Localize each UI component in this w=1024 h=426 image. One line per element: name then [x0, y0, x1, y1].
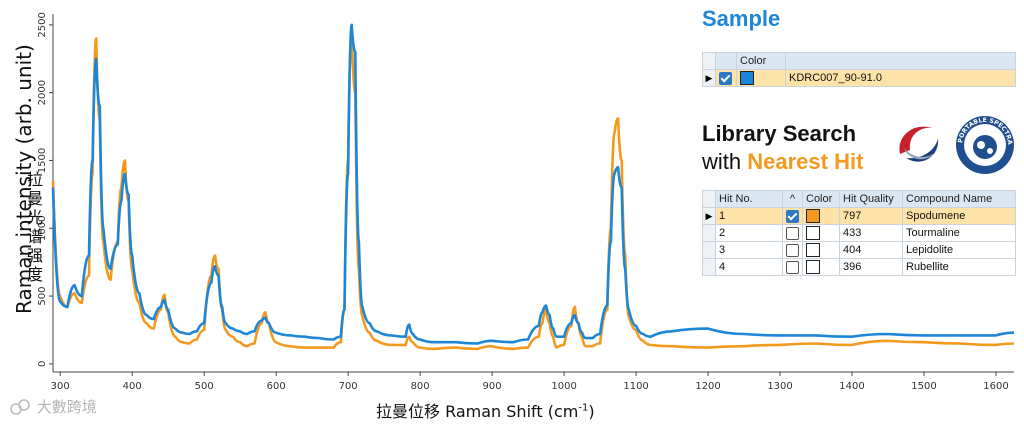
sample-title: Sample [702, 6, 781, 31]
watermark-logo-icon [10, 399, 30, 415]
y-tick-label: 500 [37, 287, 48, 306]
x-axis-label-close: ) [588, 402, 595, 421]
watermark-text: 大數跨境 [36, 398, 97, 416]
y-axis-label-chinese: 拉曼光谱强度 [26, 170, 43, 284]
row-indicator-icon: ▶ [702, 69, 716, 87]
hit-compound-name: Tourmaline [902, 224, 1016, 242]
hit-checkbox[interactable] [786, 226, 799, 240]
hit-quality: 797 [839, 207, 903, 225]
hit-number: 3 [715, 241, 783, 259]
sample-spectrum-line [51, 23, 1015, 345]
hit-color-cell [802, 241, 840, 259]
library-search-title: Library Search [702, 121, 857, 146]
sample-checkbox-cell[interactable] [715, 69, 737, 87]
y-tick-label: 2000 [37, 80, 48, 105]
x-tick-label: 300 [51, 381, 70, 392]
chart-series [51, 23, 1015, 351]
hit-color-cell [802, 224, 840, 242]
row-indicator-icon [702, 224, 716, 242]
hit-quality: 404 [839, 241, 903, 259]
x-tick-label: 600 [267, 381, 286, 392]
sample-checkbox[interactable] [719, 71, 732, 85]
watermark: 大數跨境 [10, 396, 97, 417]
hit-row[interactable]: 4 396 Rubellite [702, 258, 1016, 276]
row-indicator-icon [702, 241, 716, 259]
swoosh-logo-icon [899, 126, 939, 162]
hit-compound-name: Spodumene [902, 207, 1016, 225]
sample-row[interactable]: ▶ KDRC007_90-91.0 [702, 69, 1016, 87]
row-indicator-icon [702, 258, 716, 276]
sample-color-cell [736, 69, 786, 87]
with-text: with [702, 149, 742, 174]
hit-color-swatch [806, 243, 820, 257]
x-tick-label: 400 [123, 381, 142, 392]
hit-compound-name: Rubellite [902, 258, 1016, 276]
hit-quality: 396 [839, 258, 903, 276]
sample-table-header: Color [702, 52, 1016, 70]
hit-header-quality[interactable]: Hit Quality [839, 190, 903, 208]
nearest-hit-subtitle: with Nearest Hit [702, 148, 863, 176]
sample-header-check [715, 52, 737, 70]
x-tick-label: 1500 [911, 381, 936, 392]
x-tick-label: 1400 [839, 381, 864, 392]
sort-ascending-icon[interactable]: ^ [782, 190, 803, 208]
results-panel: Sample Color ▶ KDRC007_90-91.0 Library S… [700, 0, 1016, 290]
x-tick-label: 1300 [767, 381, 792, 392]
x-axis-label: 拉曼位移 Raman Shift (cm-1) [376, 398, 595, 422]
x-axis-label-superscript: -1 [578, 402, 589, 414]
sample-header-color: Color [736, 52, 786, 70]
hit-header-no[interactable]: Hit No. [715, 190, 783, 208]
hit-table-header: Hit No. ^ Color Hit Quality Compound Nam… [702, 190, 1016, 208]
hit-checkbox[interactable] [786, 243, 799, 257]
y-tick-label: 1500 [37, 148, 48, 173]
x-tick-label: 500 [195, 381, 214, 392]
hit-color-cell [802, 207, 840, 225]
hit-checkbox-cell[interactable] [782, 241, 803, 259]
hit-row[interactable]: ▶ 1 797 Spodumene [702, 207, 1016, 225]
sample-color-swatch [740, 71, 754, 85]
hit-color-swatch [806, 260, 820, 274]
nearest-hit-text: Nearest Hit [747, 149, 864, 174]
row-indicator-icon: ▶ [702, 207, 716, 225]
x-tick-label: 900 [483, 381, 502, 392]
hit-color-swatch [806, 226, 820, 240]
hit-checkbox-cell[interactable] [782, 258, 803, 276]
hit-checkbox[interactable] [786, 209, 799, 223]
hit-header-color[interactable]: Color [802, 190, 840, 208]
hit-row[interactable]: 2 433 Tourmaline [702, 224, 1016, 242]
hit-header-indicator [702, 190, 716, 208]
hit-checkbox[interactable] [786, 260, 799, 274]
x-tick-label: 1600 [983, 381, 1008, 392]
hit-number: 4 [715, 258, 783, 276]
x-tick-label: 1100 [623, 381, 648, 392]
x-axis-label-text: 拉曼位移 Raman Shift (cm [376, 402, 579, 421]
hit-color-cell [802, 258, 840, 276]
hit-checkbox-cell[interactable] [782, 207, 803, 225]
y-axis-label-group: Raman intensity (arb. unit) 拉曼光谱强度 [6, 44, 43, 314]
sample-name: KDRC007_90-91.0 [785, 69, 1016, 87]
portable-spectral-services-logo-icon: PORTABLE SPECTRAL SERVICES [954, 114, 1014, 174]
hit-checkbox-cell[interactable] [782, 224, 803, 242]
hit-color-swatch [806, 209, 820, 223]
hit-row[interactable]: 3 404 Lepidolite [702, 241, 1016, 259]
x-tick-label: 800 [411, 381, 430, 392]
sample-header-indicator [702, 52, 716, 70]
x-tick-label: 1000 [551, 381, 576, 392]
hit-number: 1 [715, 207, 783, 225]
sample-header-name [785, 52, 1016, 70]
y-tick-label: 1000 [37, 216, 48, 241]
hit-number: 2 [715, 224, 783, 242]
y-tick-label: 2500 [37, 12, 48, 37]
x-tick-label: 1200 [695, 381, 720, 392]
chart-axes: 300 400 500 600 700 800 900 1000 1100 1200 1300 140… [37, 12, 1014, 392]
hit-compound-name: Lepidolite [902, 241, 1016, 259]
hit-header-compound[interactable]: Compound Name [902, 190, 1016, 208]
hit-table: Hit No. ^ Color Hit Quality Compound Nam… [702, 190, 1016, 276]
sample-table: Color ▶ KDRC007_90-91.0 [702, 52, 1016, 87]
hit-quality: 433 [839, 224, 903, 242]
x-tick-label: 700 [339, 381, 358, 392]
y-tick-label: 0 [37, 361, 48, 367]
